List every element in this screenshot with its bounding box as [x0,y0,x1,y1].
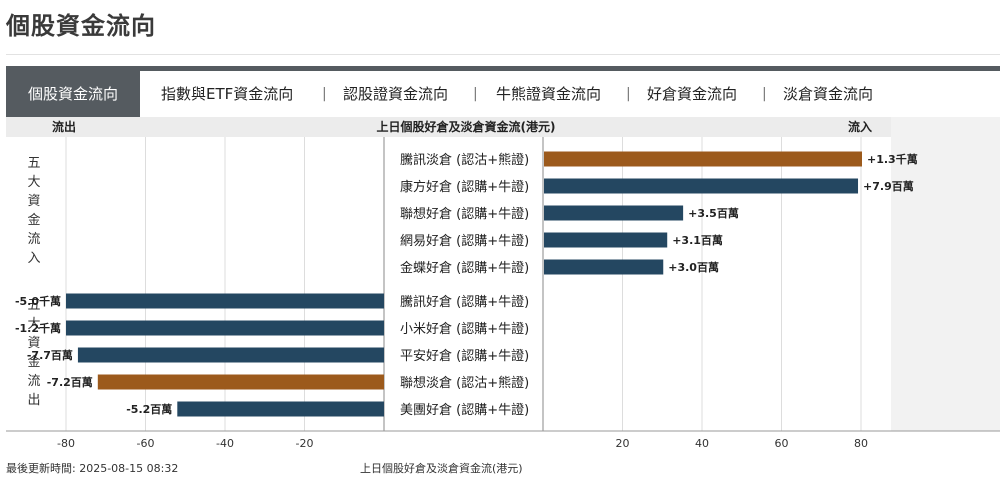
chart-caption: 上日個股好倉及淡倉資金流(港元) [360,462,523,475]
chart-title: 上日個股好倉及淡倉資金流(港元) [377,119,556,134]
outflow-group-label-char: 金 [27,354,40,370]
bar [97,374,385,390]
bar-category-label: 網易好倉 (認購+牛證) [400,233,529,249]
bar [544,151,862,167]
x-tick-label: 20 [616,437,630,450]
bar-category-label: 聯想好倉 (認購+牛證) [400,206,529,222]
tab-index-etf-flow[interactable]: 指數與ETF資金流向 [161,85,294,103]
bar-value-label: +3.1百萬 [672,233,723,247]
bar [66,320,384,336]
x-tick-label: -40 [216,437,234,450]
bar [177,401,384,417]
bar-value-label: -5.2百萬 [126,402,172,416]
outflow-group-label-char: 大 [27,317,40,332]
tab-long-flow[interactable]: 好倉資金流向 [647,85,738,103]
outflow-group-label-char: 出 [27,393,40,408]
outflow-group-label-char: 五 [27,298,40,313]
tab-separator: | [762,86,767,102]
bar-category-label: 康方好倉 (認購+牛證) [400,179,529,195]
outflow-header: 流出 [52,119,76,134]
bar [66,293,384,309]
inflow-group-label-char: 入 [27,251,40,266]
title-divider [6,54,1000,55]
bar [544,205,684,221]
bar-value-label: +1.3千萬 [867,152,918,166]
inflow-group-label-char: 五 [27,156,40,171]
bar-value-label: -7.7百萬 [27,348,73,362]
bar-category-label: 小米好倉 (認購+牛證) [400,321,529,337]
x-tick-label: -60 [137,437,155,450]
tab-separator: | [626,86,631,102]
right-panel [891,137,1000,431]
inflow-group-label-char: 大 [27,175,40,190]
bar-value-label: -1.2千萬 [15,321,61,335]
bar-category-label: 金蝶好倉 (認購+牛證) [400,260,529,276]
bar [544,259,664,275]
inflow-group-label-char: 流 [27,232,40,247]
bar [77,347,385,363]
tab-stock-flow[interactable]: 個股資金流向 [6,71,140,117]
bar [544,232,668,248]
x-tick-label: -20 [296,437,314,450]
inflow-header: 流入 [848,119,872,134]
bar-category-label: 聯想淡倉 (認沽+熊證) [400,375,529,391]
bar-category-label: 騰訊淡倉 (認沽+熊證) [400,152,529,168]
fund-flow-chart: 流出 上日個股好倉及淡倉資金流(港元) 流入 -80 -60 -40 -20 20 40 60 80… [6,117,1000,457]
x-tick-label: 80 [854,437,868,450]
bar-value-label: +7.9百萬 [863,179,914,193]
tab-short-flow[interactable]: 淡倉資金流向 [783,85,874,103]
bar-category-label: 平安好倉 (認購+牛證) [400,348,529,364]
x-tick-label: 60 [775,437,789,450]
x-tick-label: 40 [695,437,709,450]
bar-value-label: -7.2百萬 [47,375,93,389]
header-right-panel [891,117,1000,137]
x-tick-label: -80 [57,437,75,450]
bar-value-label: +3.5百萬 [688,206,739,220]
page-title: 個股資金流向 [6,12,156,40]
inflow-group-label-char: 金 [27,212,40,228]
bar-category-label: 美團好倉 (認購+牛證) [400,402,529,418]
tab-cbbc-flow[interactable]: 牛熊證資金流向 [496,85,602,103]
chart-header [6,117,1000,137]
tab-warrant-flow[interactable]: 認股證資金流向 [343,85,449,103]
outflow-group-label-char: 流 [27,374,40,389]
bar-value-label: -5.0千萬 [15,294,61,308]
bar [544,178,859,194]
fund-flow-chart-svg: 流出 上日個股好倉及淡倉資金流(港元) 流入-80 -60 -40 -20 20 40 60 80… [6,117,1000,450]
tab-separator: | [473,86,478,102]
inflow-group-label-char: 資 [27,194,40,209]
bar-value-label: +3.0百萬 [668,260,719,274]
tab-bar: 個股資金流向 指數與ETF資金流向 | 認股證資金流向 | 牛熊證資金流向 | … [6,66,1000,117]
last-updated: 最後更新時間: 2025-08-15 08:32 [6,462,179,475]
outflow-group-label-char: 資 [27,336,40,351]
bar-category-label: 騰訊好倉 (認購+牛證) [400,294,529,310]
tab-separator: | [322,86,327,102]
